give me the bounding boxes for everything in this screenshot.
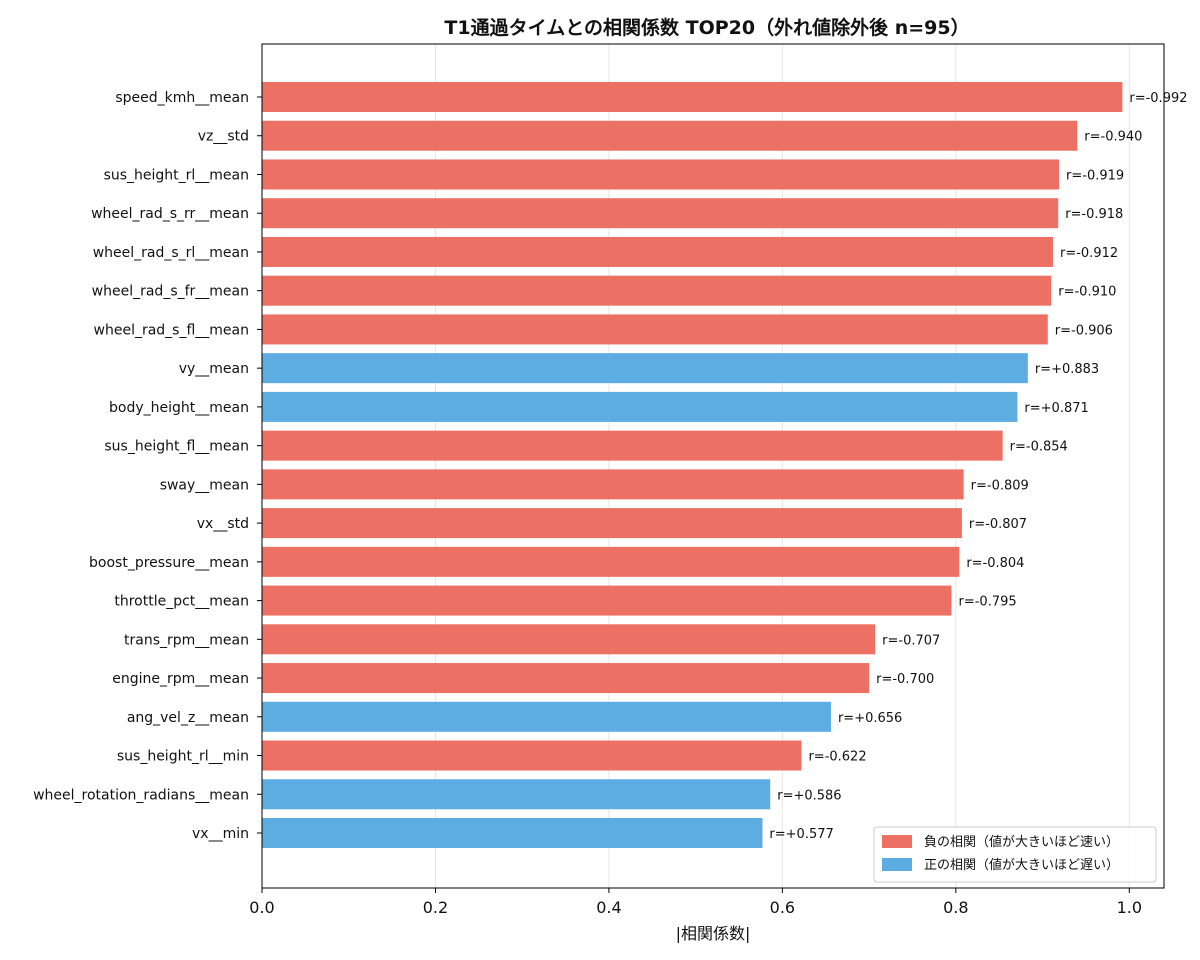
x-tick-label: 0.6 — [770, 898, 795, 917]
y-tick-label: sway__mean — [160, 477, 249, 493]
bar-wheel-rad-s-rr-mean — [262, 198, 1059, 229]
y-tick-label: throttle_pct__mean — [114, 594, 249, 610]
bar-group — [262, 82, 1123, 848]
x-axis-label: |相関係数| — [676, 924, 751, 943]
data-label: r=-0.906 — [1055, 323, 1113, 338]
bar-wheel-rad-s-rl-mean — [262, 236, 1053, 267]
bar-speed-kmh-mean — [262, 82, 1123, 112]
y-tick-label: sus_height_rl__mean — [104, 167, 249, 183]
data-label: r=-0.918 — [1065, 207, 1123, 222]
legend: 負の相関（値が大きいほど速い） 正の相関（値が大きいほど遅い） — [873, 826, 1157, 883]
data-label: r=-0.700 — [876, 672, 934, 687]
bar-throttle-pct-mean — [262, 585, 952, 616]
y-tick-label: wheel_rad_s_fr__mean — [92, 284, 249, 300]
data-label: r=-0.807 — [969, 517, 1027, 532]
bar-vx-min — [262, 818, 763, 848]
x-axis-ticks: 0.0 0.2 0.4 0.6 0.8 1.0 — [249, 888, 1142, 917]
x-tick-label: 0.0 — [249, 898, 274, 917]
data-label: r=-0.707 — [882, 633, 940, 648]
x-tick-label: 0.2 — [423, 898, 448, 917]
data-label: r=-0.854 — [1010, 440, 1068, 455]
data-label: r=-0.622 — [808, 750, 866, 765]
legend-swatch-positive — [882, 858, 912, 871]
legend-label-positive: 正の相関（値が大きいほど遅い） — [924, 857, 1119, 873]
bar-wheel-rad-s-fr-mean — [262, 275, 1052, 306]
bar-vy-mean — [262, 353, 1028, 384]
bar-engine-rpm-mean — [262, 663, 870, 694]
y-tick-label: sus_height_fl__mean — [104, 439, 249, 455]
data-labels: r=-0.992 r=-0.940 r=-0.919 r=-0.918 r=-0.912… — [769, 91, 1187, 842]
bar-body-height-mean — [262, 391, 1018, 422]
data-label: r=-0.795 — [959, 595, 1017, 610]
x-tick-label: 0.4 — [596, 898, 621, 917]
data-label: r=-0.992 — [1129, 91, 1187, 106]
data-label: r=-0.940 — [1084, 130, 1142, 145]
y-tick-label: speed_kmh__mean — [115, 90, 249, 106]
x-tick-label: 1.0 — [1117, 898, 1142, 917]
bar-trans-rpm-mean — [262, 624, 876, 655]
y-tick-label: wheel_rad_s_rr__mean — [91, 206, 249, 222]
y-tick-label: vx__std — [197, 516, 249, 532]
bar-sway-mean — [262, 469, 964, 500]
x-tick-label: 0.8 — [943, 898, 968, 917]
data-label: r=-0.912 — [1060, 246, 1118, 261]
data-label: r=+0.883 — [1035, 362, 1099, 377]
chart-title: T1通過タイムとの相関係数 TOP20（外れ値除外後 n=95） — [444, 16, 969, 39]
legend-swatch-negative — [882, 835, 912, 848]
y-tick-label: vy__mean — [179, 361, 249, 377]
y-tick-label: vz__std — [198, 129, 249, 145]
bar-sus-height-rl-min — [262, 740, 802, 771]
bar-vx-std — [262, 508, 962, 539]
bar-wheel-rad-s-fl-mean — [262, 314, 1048, 345]
data-label: r=+0.871 — [1024, 401, 1088, 416]
legend-label-negative: 負の相関（値が大きいほど速い） — [924, 834, 1119, 850]
y-tick-label: ang_vel_z__mean — [127, 710, 249, 726]
y-tick-label: wheel_rad_s_rl__mean — [93, 245, 249, 261]
y-tick-label: wheel_rotation_radians__mean — [33, 787, 249, 803]
data-label: r=-0.919 — [1066, 168, 1124, 183]
data-label: r=-0.809 — [971, 478, 1029, 493]
legend-box — [873, 826, 1157, 883]
bar-boost-pressure-mean — [262, 546, 960, 577]
data-label: r=+0.586 — [777, 788, 841, 803]
data-label: r=-0.804 — [966, 556, 1024, 571]
bar-sus-height-rl-mean — [262, 159, 1060, 190]
y-tick-label: engine_rpm__mean — [112, 671, 249, 687]
data-label: r=+0.577 — [769, 827, 833, 842]
y-tick-label: sus_height_rl__min — [117, 749, 249, 765]
y-tick-label: trans_rpm__mean — [124, 632, 249, 648]
y-tick-label: wheel_rad_s_fl__mean — [94, 322, 249, 338]
bar-wheel-rotation-radians-mean — [262, 779, 771, 810]
data-label: r=-0.910 — [1058, 285, 1116, 300]
y-tick-label: body_height__mean — [109, 400, 249, 416]
bar-ang-vel-z-mean — [262, 701, 831, 732]
bar-sus-height-fl-mean — [262, 430, 1003, 461]
data-label: r=+0.656 — [838, 711, 902, 726]
plot-frame — [261, 43, 1165, 889]
y-tick-label: vx__min — [192, 826, 249, 842]
y-tick-labels: speed_kmh__mean vz__std sus_height_rl__mea… — [33, 90, 262, 842]
y-tick-label: boost_pressure__mean — [89, 555, 249, 571]
bar-vz-std — [262, 120, 1078, 151]
